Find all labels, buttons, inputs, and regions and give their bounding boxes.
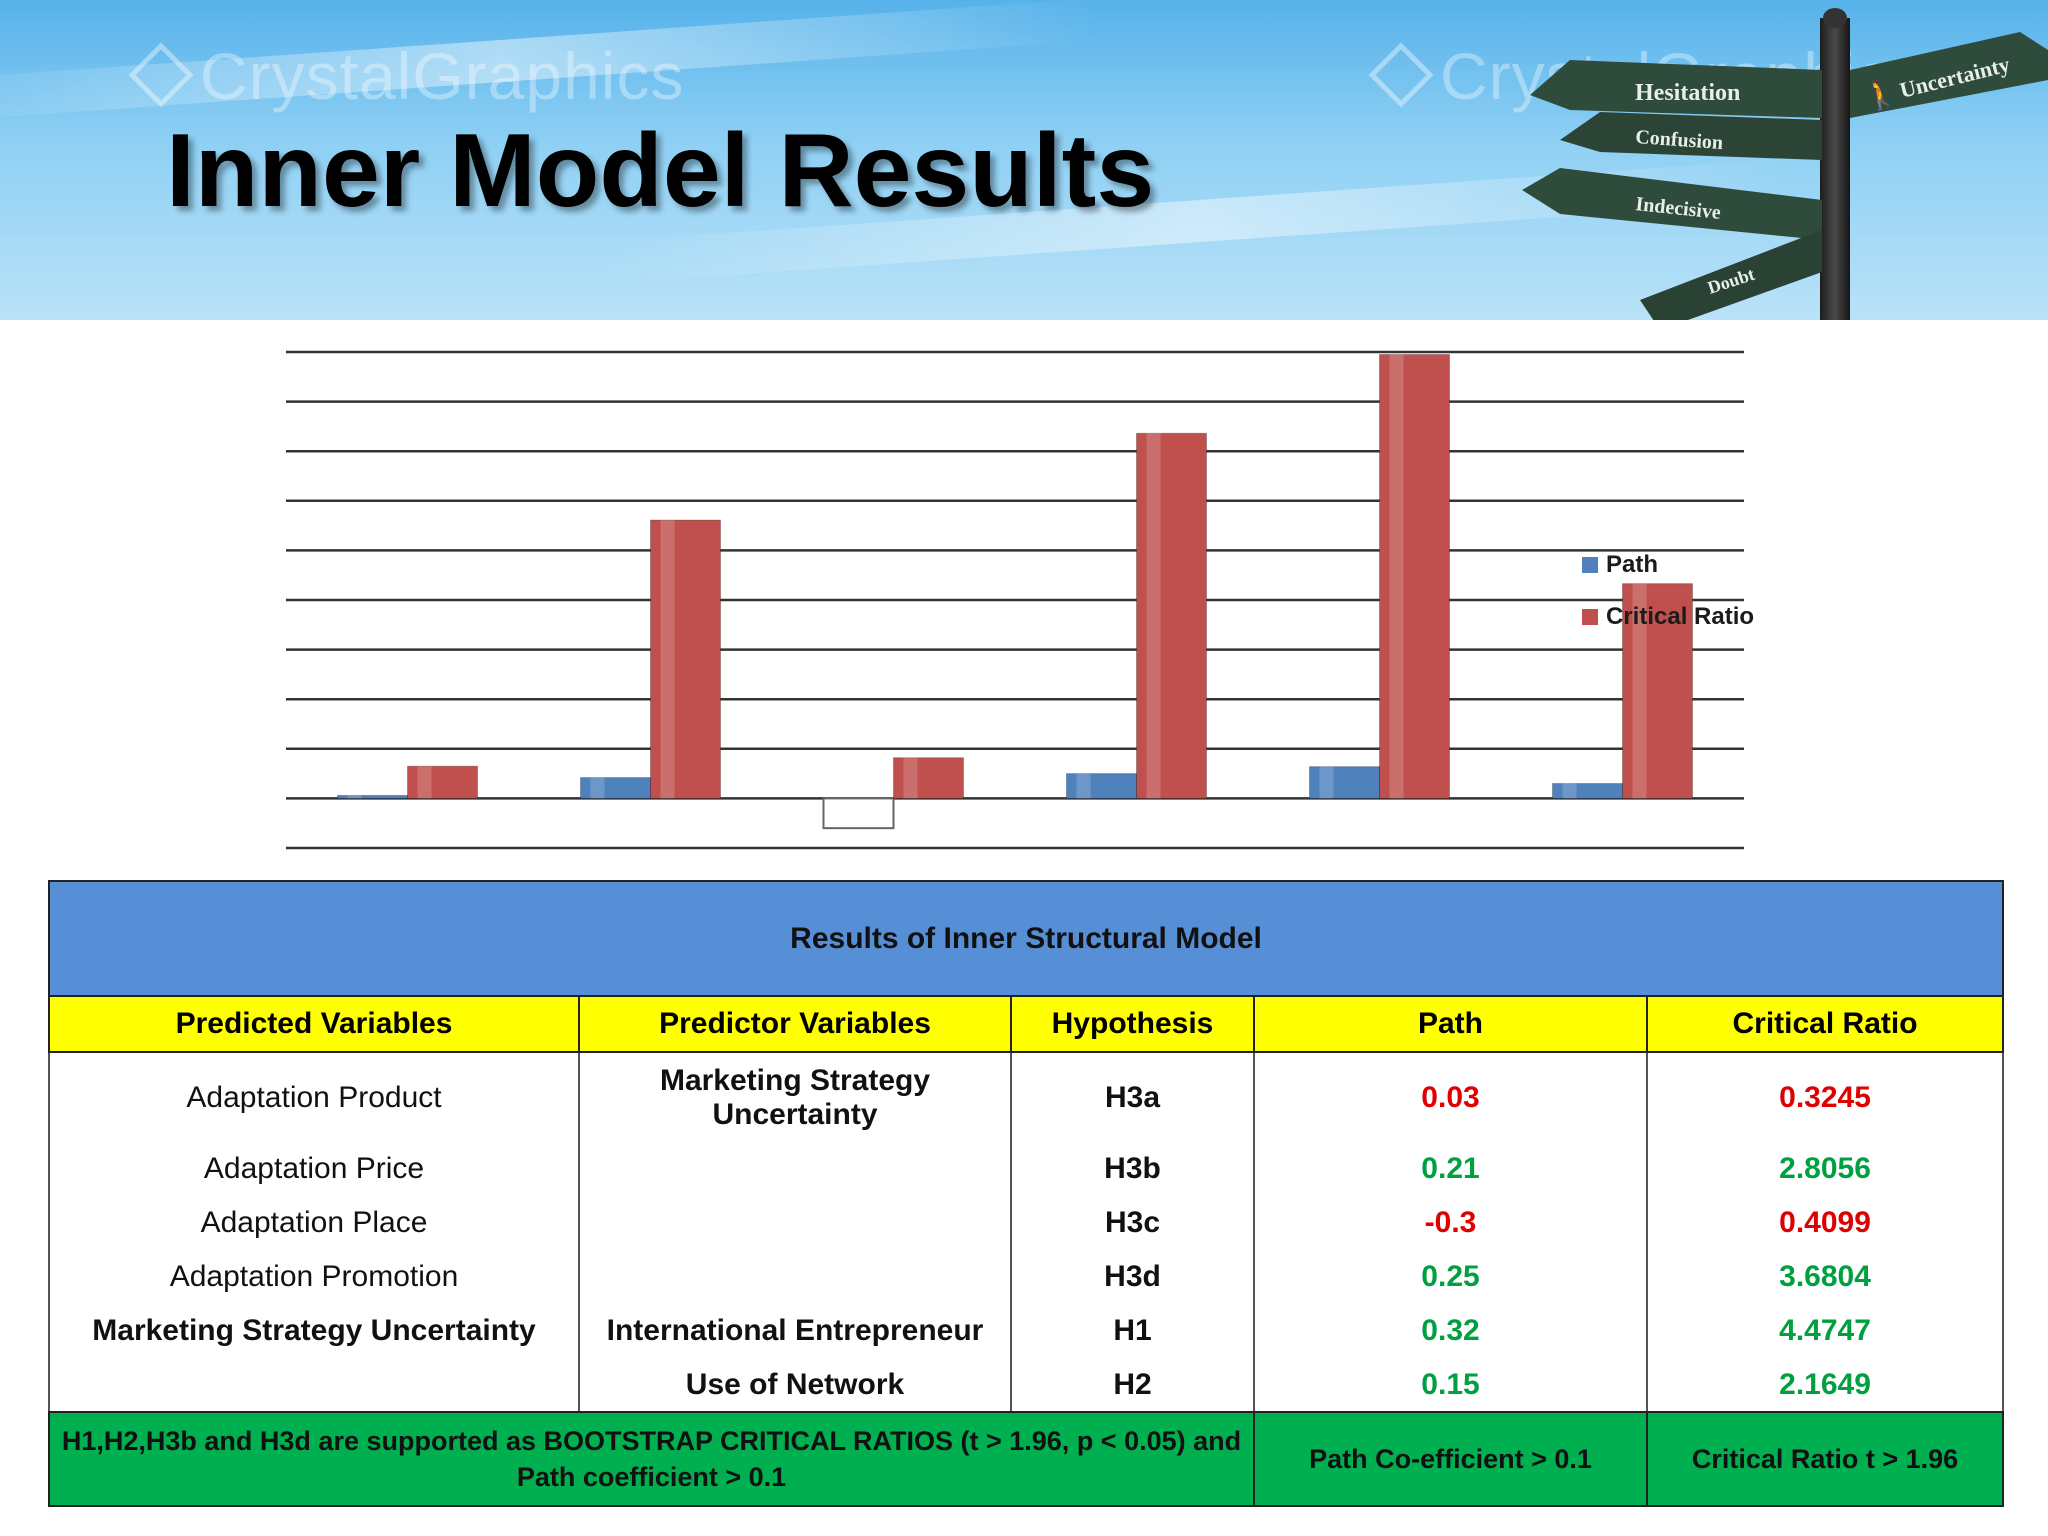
footer-path-rule: Path Co-efficient > 0.1 bbox=[1253, 1411, 1648, 1507]
path-cell: 0.03 bbox=[1253, 1052, 1648, 1142]
predictor-cell bbox=[578, 1250, 1012, 1304]
critical-ratio-cell: 2.1649 bbox=[1645, 1358, 2005, 1413]
critical-ratio-cell: 0.4099 bbox=[1645, 1196, 2005, 1250]
predictor-cell: Use of Network bbox=[578, 1358, 1012, 1413]
table-caption-row: Results of Inner Structural Model bbox=[47, 880, 2005, 997]
chart-bar-highlight bbox=[590, 777, 605, 799]
chart-bar-path bbox=[822, 797, 895, 830]
sign-confusion: Confusion bbox=[1560, 112, 1822, 160]
signpost-pole bbox=[1820, 18, 1850, 320]
chart-bar-highlight bbox=[347, 795, 362, 799]
table-row: Use of Network H2 0.15 2.1649 bbox=[48, 1358, 2005, 1413]
critical-ratio-cell: 3.6804 bbox=[1645, 1250, 2005, 1304]
legend-label-critical-ratio: Critical Ratio bbox=[1606, 603, 1754, 630]
table-row: Adaptation Price H3b 0.21 2.8056 bbox=[48, 1142, 2005, 1196]
predicted-cell: Adaptation Price bbox=[48, 1142, 580, 1196]
watermark-logo-icon bbox=[1368, 42, 1434, 108]
chart-bar-critical-ratio bbox=[893, 757, 964, 799]
chart-bar-highlight bbox=[1146, 433, 1161, 799]
hypothesis-cell: H2 bbox=[1010, 1358, 1255, 1413]
chart-bar-highlight bbox=[1562, 783, 1577, 799]
predicted-cell: Adaptation Product bbox=[48, 1052, 580, 1142]
chart-bar-highlight bbox=[1319, 766, 1334, 799]
predicted-cell: Marketing Strategy Uncertainty bbox=[48, 1304, 580, 1358]
chart-bar-path bbox=[1309, 766, 1380, 799]
critical-ratio-cell: 4.4747 bbox=[1645, 1304, 2005, 1358]
chart-bar-highlight bbox=[417, 766, 432, 799]
predicted-cell: Adaptation Place bbox=[48, 1196, 580, 1250]
chart-gridlines bbox=[286, 350, 1744, 850]
chart-bar-critical-ratio bbox=[1136, 432, 1207, 799]
predictor-cell: International Entrepreneur bbox=[578, 1304, 1012, 1358]
predictor-cell bbox=[578, 1142, 1012, 1196]
predicted-cell bbox=[48, 1358, 580, 1413]
hypothesis-cell: H3c bbox=[1010, 1196, 1255, 1250]
chart-bar-highlight bbox=[903, 757, 918, 799]
chart-bar-path bbox=[1066, 773, 1137, 799]
table-row: Adaptation Promotion H3d 0.25 3.6804 bbox=[48, 1250, 2005, 1304]
predictor-cell: Marketing Strategy Uncertainty bbox=[578, 1052, 1012, 1142]
sign-doubt: Doubt bbox=[1640, 230, 1822, 320]
hypothesis-cell: H1 bbox=[1010, 1304, 1255, 1358]
header-predictor-variables: Predictor Variables bbox=[578, 995, 1012, 1053]
footer-ratio-rule: Critical Ratio t > 1.96 bbox=[1645, 1411, 2005, 1507]
predictor-cell bbox=[578, 1196, 1012, 1250]
table-footer-row: H1,H2,H3b and H3d are supported as BOOTS… bbox=[48, 1411, 2005, 1507]
table-caption: Results of Inner Structural Model bbox=[47, 880, 2005, 997]
chart-bars bbox=[337, 354, 1693, 830]
sign-hesitation: Hesitation bbox=[1530, 60, 1822, 118]
bar-chart: Path Critical Ratio bbox=[286, 350, 1754, 850]
legend-swatch-critical-ratio bbox=[1582, 609, 1598, 625]
path-cell: 0.21 bbox=[1253, 1142, 1648, 1196]
path-cell: 0.15 bbox=[1253, 1358, 1648, 1413]
chart-bar-highlight bbox=[660, 520, 675, 799]
hypothesis-cell: H3d bbox=[1010, 1250, 1255, 1304]
header-predicted-variables: Predicted Variables bbox=[48, 995, 580, 1053]
footer-note: H1,H2,H3b and H3d are supported as BOOTS… bbox=[48, 1411, 1255, 1507]
page-title: Inner Model Results bbox=[166, 113, 1155, 229]
predicted-cell: Adaptation Promotion bbox=[48, 1250, 580, 1304]
sign-uncertainty: Uncertainty 🚶 bbox=[1850, 32, 2048, 118]
watermark-text: CrystalGraphics bbox=[200, 39, 685, 113]
chart-bar-highlight bbox=[1389, 354, 1404, 799]
chart-bar-critical-ratio bbox=[1622, 583, 1693, 799]
legend-swatch-path bbox=[1582, 557, 1598, 573]
walking-person-icon: 🚶 bbox=[1860, 74, 1902, 114]
header-path: Path bbox=[1253, 995, 1648, 1053]
sign-indecisive: Indecisive bbox=[1522, 168, 1822, 240]
path-cell: 0.25 bbox=[1253, 1250, 1648, 1304]
header-banner: CrystalGraphics CrystalGraphics Inner Mo… bbox=[0, 0, 2048, 320]
chart-legend: Path Critical Ratio bbox=[1582, 551, 1754, 630]
path-cell: 0.32 bbox=[1253, 1304, 1648, 1358]
chart-bar-critical-ratio bbox=[407, 765, 478, 799]
results-table: Results of Inner Structural Model Predic… bbox=[47, 880, 2005, 1507]
critical-ratio-cell: 0.3245 bbox=[1645, 1052, 2005, 1142]
signpost-image: Hesitation Confusion Indecisive Doubt Un… bbox=[1522, 8, 2048, 320]
signpost-cap bbox=[1823, 8, 1847, 28]
chart-bar-critical-ratio bbox=[1379, 354, 1450, 799]
critical-ratio-cell: 2.8056 bbox=[1645, 1142, 2005, 1196]
table-row: Adaptation Product Marketing Strategy Un… bbox=[48, 1052, 2005, 1142]
hypothesis-cell: H3b bbox=[1010, 1142, 1255, 1196]
header-hypothesis: Hypothesis bbox=[1010, 995, 1255, 1053]
sign-hesitation-text: Hesitation bbox=[1635, 80, 1740, 106]
table-row: Marketing Strategy Uncertainty Internati… bbox=[48, 1304, 2005, 1358]
header-critical-ratio: Critical Ratio bbox=[1645, 995, 2005, 1053]
legend-label-path: Path bbox=[1606, 551, 1658, 578]
table-row: Adaptation Place H3c -0.3 0.4099 bbox=[48, 1196, 2005, 1250]
table-header-row: Predicted Variables Predictor Variables … bbox=[48, 995, 2005, 1053]
chart-bar-highlight bbox=[1076, 773, 1091, 799]
path-cell: -0.3 bbox=[1253, 1196, 1648, 1250]
chart-bar-critical-ratio bbox=[650, 519, 721, 799]
chart-bar-highlight bbox=[1632, 583, 1647, 799]
hypothesis-cell: H3a bbox=[1010, 1052, 1255, 1142]
